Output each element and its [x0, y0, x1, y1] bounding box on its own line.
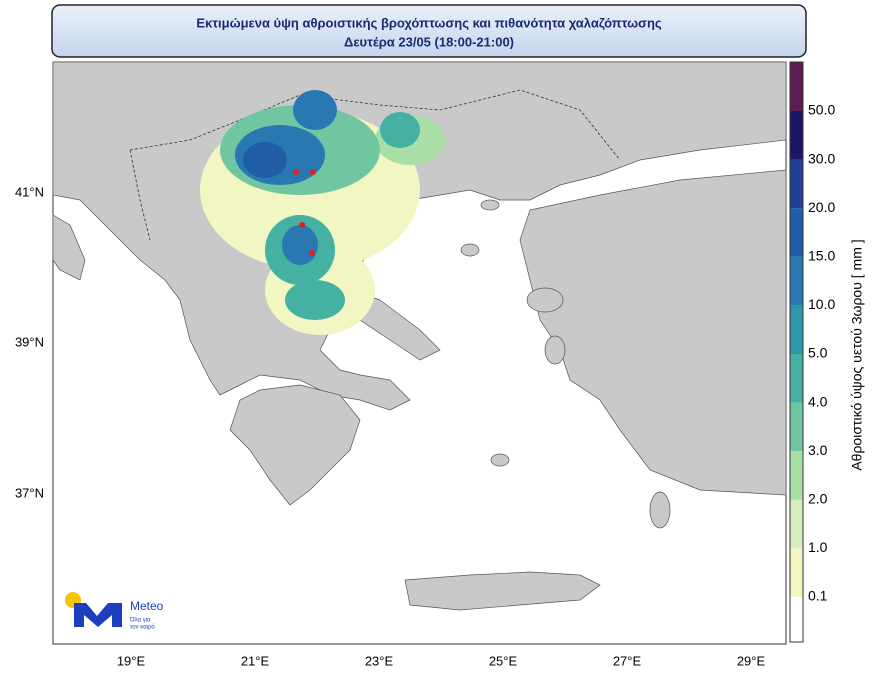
colorbar-segment — [790, 597, 803, 642]
colorbar-segment — [790, 354, 803, 403]
colorbar-label: 0.1 — [808, 588, 828, 604]
colorbar-segment — [790, 402, 803, 452]
naxos — [490, 453, 510, 467]
logo-mark — [74, 603, 122, 627]
colorbar-label: 20.0 — [808, 199, 835, 215]
colorbar-segment — [790, 208, 803, 257]
colorbar-label: 15.0 — [808, 248, 835, 264]
italy — [52, 214, 86, 281]
crete — [404, 571, 601, 611]
chios — [544, 335, 566, 365]
peloponnese — [229, 384, 361, 506]
precipitation — [200, 90, 445, 335]
lesvos — [526, 287, 564, 313]
border — [129, 149, 151, 241]
lat-label: 39°N — [15, 334, 44, 349]
colorbar-label: 1.0 — [808, 539, 828, 555]
colorbar-segment — [790, 548, 803, 597]
border — [129, 89, 621, 161]
colorbar: 0.1 1.0 2.0 3.0 4.0 5.0 10.0 15.0 20.0 30.0 50.0 — [789, 61, 835, 643]
lon-label: 23°E — [365, 653, 394, 668]
lat-label: 37°N — [15, 485, 44, 500]
rhodes — [649, 491, 671, 529]
logo-name: Meteo — [130, 599, 164, 613]
colorbar-label: 50.0 — [808, 102, 835, 118]
colorbar-label: 3.0 — [808, 442, 828, 458]
colorbar-frame — [789, 61, 804, 643]
subtitle: Δευτέρα 23/05 (18:00-21:00) — [344, 34, 514, 49]
lon-labels: 19°E 21°E 23°E 25°E 27°E 29°E — [117, 653, 766, 668]
logo-tagline: τον καιρό — [130, 624, 155, 631]
colorbar-label: 10.0 — [808, 296, 835, 312]
colorbar-title: Αθροιστικό ύψος υετού 3ωρου [ mm ] — [849, 239, 865, 470]
colorbar-label: 30.0 — [808, 150, 835, 166]
lon-label: 21°E — [241, 653, 270, 668]
colorbar-label: 4.0 — [808, 393, 828, 409]
title-box — [51, 4, 807, 58]
colorbar-segment — [790, 111, 803, 160]
colorbar-label: 5.0 — [808, 345, 828, 361]
lon-label: 27°E — [613, 653, 642, 668]
colorbar-segment — [790, 62, 803, 111]
colorbar-label: 2.0 — [808, 491, 828, 507]
euboea — [349, 289, 441, 361]
lat-label: 41°N — [15, 184, 44, 199]
title: Εκτιμώμενα ύψη αθροιστικής βροχόπτωσης κ… — [196, 15, 662, 30]
lon-label: 19°E — [117, 653, 146, 668]
colorbar-segment — [790, 159, 803, 209]
map — [52, 61, 787, 645]
colorbar-segment — [790, 256, 803, 306]
logo-tagline: Όλα για — [129, 618, 151, 624]
lat-labels: 41°N 39°N 37°N — [15, 184, 44, 500]
colorbar-segment — [790, 451, 803, 500]
colorbar-segment — [790, 499, 803, 549]
thasos — [480, 199, 500, 211]
lon-label: 25°E — [489, 653, 518, 668]
lemnos — [460, 243, 480, 257]
logo: Meteo Όλα για τον καιρό — [65, 592, 164, 631]
colorbar-segment — [790, 305, 803, 354]
lon-label: 29°E — [737, 653, 766, 668]
